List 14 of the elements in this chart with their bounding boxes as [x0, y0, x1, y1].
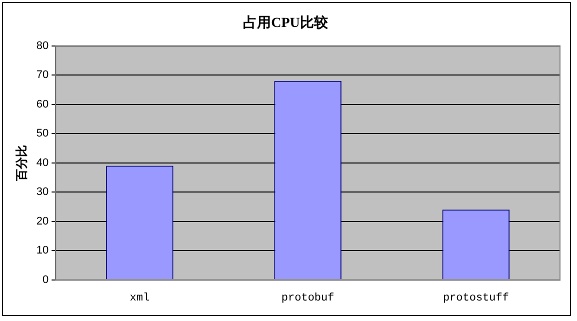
- y-tick-label: 0: [42, 274, 49, 286]
- y-tick-label: 50: [36, 128, 49, 140]
- y-tick-label: 30: [36, 186, 49, 198]
- y-tick-label: 10: [36, 244, 49, 257]
- y-tick-label: 60: [36, 98, 49, 110]
- y-tick-label: 70: [36, 69, 49, 82]
- chart-title: 占用CPU比较: [243, 15, 329, 32]
- y-tick-label: 20: [36, 215, 49, 228]
- y-tick-label: 40: [36, 156, 49, 169]
- y-axis-title: 百分比: [14, 144, 28, 182]
- x-tick-label: protobuf: [281, 292, 334, 304]
- x-tick-label: protostuff: [442, 292, 509, 304]
- x-tick-label: xml: [130, 292, 150, 304]
- y-tick-label: 80: [36, 40, 49, 52]
